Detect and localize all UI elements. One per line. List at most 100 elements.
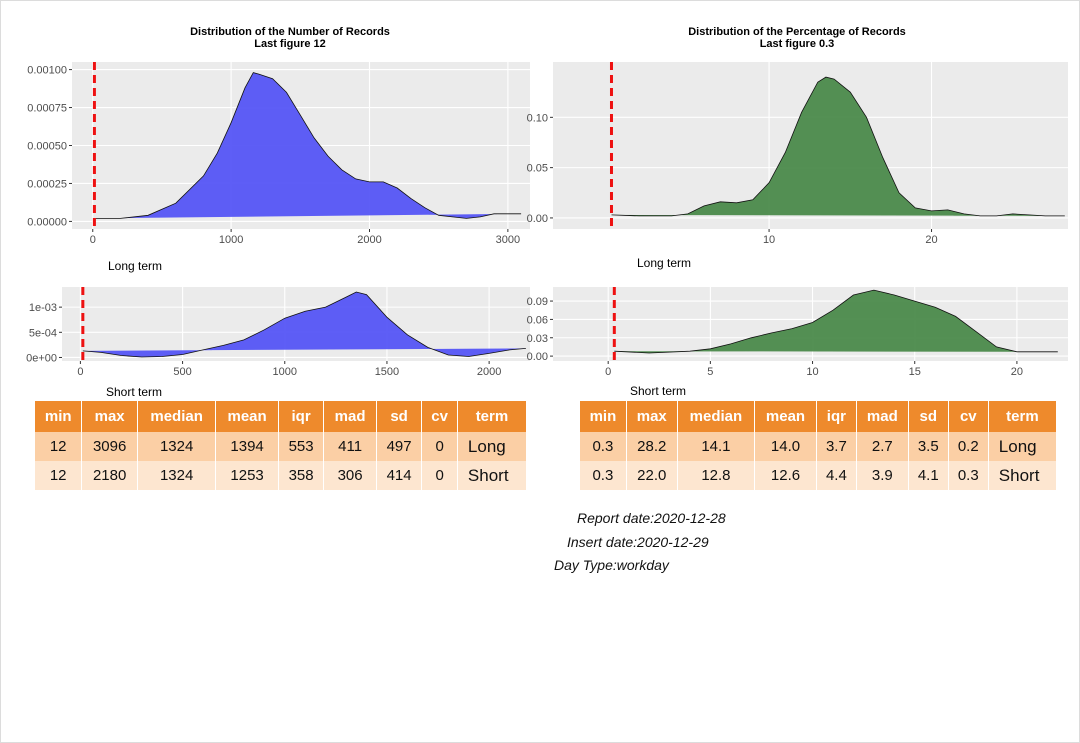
header-row: min max median mean iqr mad sd cv term [580, 401, 1058, 432]
y-tick-label: 0.00050 [27, 141, 67, 153]
chart-subtitle: Last figure 12 [254, 38, 326, 50]
column-header: mean [215, 401, 279, 432]
table-cell: 0.3 [948, 461, 989, 490]
column-header: mean [754, 401, 817, 432]
x-tick-label: 1000 [219, 234, 243, 246]
table-cell: 0.3 [580, 461, 627, 490]
density-area [611, 76, 1065, 217]
x-tick-label: 20 [1011, 366, 1023, 378]
footer-text: Report date:2020-12-28 [577, 510, 726, 526]
table-cell: 306 [323, 461, 377, 490]
table-cell: 4.1 [908, 461, 949, 490]
column-header: sd [376, 401, 423, 432]
column-header: mad [323, 401, 377, 432]
y-tick-label: 0.09 [527, 296, 548, 308]
table-cell: 12.8 [677, 461, 756, 490]
table-cell: 553 [278, 432, 325, 461]
x-tick-label: 1000 [273, 366, 297, 378]
table-cell: 411 [323, 432, 377, 461]
table-cell: 2180 [81, 461, 138, 490]
table-cell: Short [988, 461, 1058, 490]
x-tick-label: 500 [173, 366, 191, 378]
x-axis-label: Short term [630, 384, 686, 398]
density-area [614, 289, 1058, 354]
x-axis-label: Short term [106, 385, 162, 399]
table-cell: Long [457, 432, 528, 461]
table-row: 0.3 28.2 14.1 14.0 3.7 2.7 3.5 0.2 Long [580, 432, 1058, 461]
x-tick-label: 10 [806, 366, 818, 378]
footer-text: Insert date:2020-12-29 [567, 534, 709, 550]
table-cell: 12 [35, 432, 83, 461]
x-tick-label: 10 [763, 234, 775, 246]
x-tick-label: 2000 [357, 234, 381, 246]
table-cell: Long [988, 432, 1058, 461]
x-tick-label: 15 [909, 366, 921, 378]
y-tick-label: 0.00075 [27, 103, 67, 115]
column-header: term [988, 401, 1058, 432]
y-tick-label: 0.00100 [27, 65, 67, 77]
x-tick-label: 5 [707, 366, 713, 378]
x-tick-label: 2000 [477, 366, 501, 378]
table-cell: 358 [278, 461, 325, 490]
table-cell: 1324 [137, 461, 217, 490]
column-header: min [580, 401, 627, 432]
table-cell: 0.2 [948, 432, 989, 461]
y-tick-label: 0.00 [527, 213, 548, 225]
column-header: iqr [278, 401, 325, 432]
stats-table: min max median mean iqr mad sd cv term 0.3 28.2 14.… [580, 401, 1058, 490]
table-cell: 0.3 [580, 432, 627, 461]
y-tick-label: 0.05 [527, 163, 548, 175]
column-header: max [626, 401, 678, 432]
y-tick-label: 0e+00 [26, 352, 57, 364]
x-axis-label: Long term [108, 259, 162, 273]
table-cell: Short [457, 461, 528, 490]
density-plot: 0e+00 5e-04 1e-03 0 500 1000 1500 2000 Short ter… [26, 287, 530, 399]
y-tick-label: 0.00 [527, 351, 548, 363]
chart-title: Distribution of the Number of Records [190, 26, 390, 38]
table-cell: 414 [376, 461, 423, 490]
table-cell: 14.1 [677, 432, 756, 461]
x-tick-label: 0 [90, 234, 96, 246]
table-cell: 0 [421, 461, 458, 490]
table-cell: 3.9 [856, 461, 909, 490]
y-tick-label: 1e-03 [29, 302, 57, 314]
x-tick-label: 0 [605, 366, 611, 378]
table-cell: 14.0 [754, 432, 817, 461]
table-cell: 3096 [81, 432, 138, 461]
column-header: cv [948, 401, 989, 432]
y-tick-label: 0.10 [527, 112, 548, 124]
column-header: iqr [816, 401, 857, 432]
density-plot: 0.00 0.03 0.06 0.09 0 5 10 15 20 Short term [527, 287, 1068, 398]
chart-title: Distribution of the Percentage of Record… [688, 26, 906, 38]
density-plot: 0.00000 0.00025 0.00050 0.00075 0.00100 0 1000… [27, 26, 530, 273]
table-cell: 497 [376, 432, 423, 461]
chart-subtitle: Last figure 0.3 [760, 38, 835, 50]
x-tick-label: 1500 [375, 366, 399, 378]
table-cell: 12.6 [754, 461, 817, 490]
table-cell: 3.5 [908, 432, 949, 461]
column-header: min [35, 401, 83, 432]
header-row: min max median mean iqr mad sd cv term [35, 401, 528, 432]
density-area [94, 72, 522, 219]
y-tick-label: 0.00000 [27, 216, 67, 228]
table-cell: 3.7 [816, 432, 857, 461]
y-tick-label: 0.00025 [27, 178, 67, 190]
footer-text: Day Type:workday [554, 557, 669, 573]
table-row: 12 2180 1324 1253 358 306 414 0 Short [35, 461, 528, 490]
table-cell: 1394 [215, 432, 279, 461]
table-cell: 4.4 [816, 461, 857, 490]
x-tick-label: 20 [925, 234, 937, 246]
table-cell: 22.0 [626, 461, 678, 490]
x-axis-label: Long term [637, 256, 691, 270]
column-header: sd [908, 401, 949, 432]
y-tick-label: 0.06 [527, 314, 548, 326]
table-cell: 1253 [215, 461, 279, 490]
y-tick-label: 0.03 [527, 333, 548, 345]
column-header: median [677, 401, 756, 432]
column-header: median [137, 401, 217, 432]
table-row: 0.3 22.0 12.8 12.6 4.4 3.9 4.1 0.3 Short [580, 461, 1058, 490]
x-tick-label: 3000 [496, 234, 520, 246]
stats-table: min max median mean iqr mad sd cv term 12 3096 1324… [35, 401, 528, 490]
table-cell: 2.7 [856, 432, 909, 461]
